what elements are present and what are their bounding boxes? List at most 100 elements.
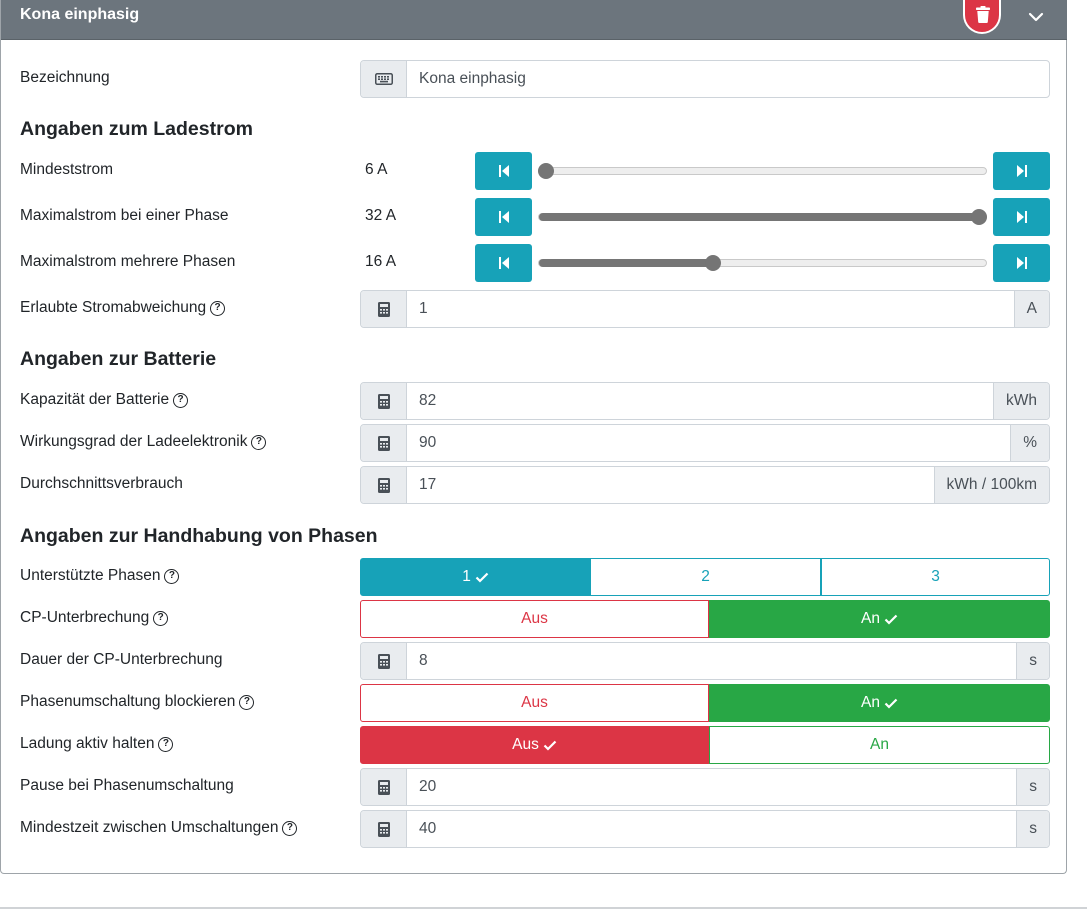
ladung-aktiv-aus-button[interactable]: Aus [360,726,709,764]
help-circle-icon[interactable]: ? [158,736,174,752]
calculator-icon [361,769,407,805]
keyboard-icon [361,61,407,97]
pause-value[interactable]: 20 [419,778,437,795]
slider-thumb[interactable] [538,163,554,179]
stromabweichung-input[interactable]: 1 A [360,290,1050,328]
verbrauch-unit: kWh / 100km [933,467,1049,503]
page-divider [0,907,1087,909]
verbrauch-input[interactable]: 17 kWh / 100km [360,466,1050,504]
mindeststrom-label: Mindeststrom [20,161,114,178]
pause-label: Pause bei Phasenumschaltung [20,777,234,794]
calculator-icon [361,643,407,679]
umschaltung-blockieren-toggle: Aus An [360,684,1050,722]
cp-unterbrechung-an-button[interactable]: An [709,600,1050,638]
heading-phasen: Angaben zur Handhabung von Phasen [20,525,378,547]
cp-dauer-input[interactable]: 8 s [360,642,1050,680]
cp-dauer-label: Dauer der CP-Unterbrechung [20,651,223,668]
max-eine-phase-label: Maximalstrom bei einer Phase [20,207,229,224]
step-forward-icon [1016,257,1027,269]
max-eine-phase-value: 32 A [365,207,397,224]
help-circle-icon[interactable]: ? [173,392,189,408]
kapazitaet-unit: kWh [993,383,1049,419]
help-circle-icon[interactable]: ? [251,434,267,450]
calculator-icon [361,425,407,461]
mindestzeit-unit: s [1016,811,1049,847]
phase-option-1[interactable]: 1 [360,558,591,596]
calculator-icon [361,811,407,847]
cp-unterbrechung-aus-button[interactable]: Aus [360,600,709,638]
help-circle-icon[interactable]: ? [239,694,255,710]
kapazitaet-value[interactable]: 82 [419,392,437,409]
stromabweichung-unit: A [1013,291,1049,327]
check-icon [475,572,489,583]
check-icon [884,698,898,709]
mindestzeit-value[interactable]: 40 [419,820,437,837]
slider-fill [539,213,979,221]
max-mehrere-phasen-label: Maximalstrom mehrere Phasen [20,253,236,270]
max-eine-phase-slider[interactable] [538,209,987,225]
umschaltung-blockieren-label: Phasenumschaltung blockieren? [20,693,255,711]
max-mehrere-phasen-decrease-button[interactable] [475,244,532,282]
max-mehrere-phasen-increase-button[interactable] [993,244,1050,282]
slider-fill [539,259,713,267]
pause-input[interactable]: 20 s [360,768,1050,806]
cp-dauer-value[interactable]: 8 [419,652,428,669]
cp-unterbrechung-label: CP-Unterbrechung? [20,609,169,627]
step-backward-icon [498,165,509,177]
slider-thumb[interactable] [704,255,721,271]
wirkungsgrad-value[interactable]: 90 [419,434,437,451]
calculator-icon [361,383,407,419]
verbrauch-value[interactable]: 17 [419,476,437,493]
umschaltung-blockieren-aus-button[interactable]: Aus [360,684,709,722]
bezeichnung-input[interactable]: Kona einphasig [360,60,1050,98]
check-icon [884,614,898,625]
verbrauch-label: Durchschnittsverbrauch [20,475,183,492]
wirkungsgrad-input[interactable]: 90 % [360,424,1050,462]
mindeststrom-increase-button[interactable] [993,152,1050,190]
max-mehrere-phasen-slider[interactable] [538,255,987,271]
wirkungsgrad-label: Wirkungsgrad der Ladeelektronik? [20,433,267,451]
help-circle-icon[interactable]: ? [164,568,180,584]
delete-button[interactable] [963,0,1001,34]
calculator-icon [361,291,407,327]
mindeststrom-slider[interactable] [538,163,987,179]
kapazitaet-input[interactable]: 82 kWh [360,382,1050,420]
umschaltung-blockieren-an-button[interactable]: An [709,684,1050,722]
step-backward-icon [498,257,509,269]
help-circle-icon[interactable]: ? [282,820,298,836]
heading-batterie: Angaben zur Batterie [20,348,217,370]
mindestzeit-label: Mindestzeit zwischen Umschaltungen? [20,819,298,837]
step-forward-icon [1016,165,1027,177]
max-eine-phase-increase-button[interactable] [993,198,1050,236]
ladung-aktiv-an-button[interactable]: An [709,726,1050,764]
check-icon [543,740,557,751]
phase-option-3[interactable]: 3 [821,558,1050,596]
mindeststrom-decrease-button[interactable] [475,152,532,190]
stromabweichung-label: Erlaubte Stromabweichung? [20,299,226,317]
bezeichnung-label: Bezeichnung [20,69,110,86]
bezeichnung-value[interactable]: Kona einphasig [419,70,526,87]
kapazitaet-label: Kapazität der Batterie? [20,391,189,409]
heading-ladestrom: Angaben zum Ladestrom [20,118,253,140]
ladung-aktiv-toggle: Aus An [360,726,1050,764]
ladung-aktiv-label: Ladung aktiv halten? [20,735,174,753]
calculator-icon [361,467,407,503]
step-forward-icon [1016,211,1027,223]
cp-unterbrechung-toggle: Aus An [360,600,1050,638]
stromabweichung-value[interactable]: 1 [419,300,428,317]
unterstuetzte-phasen-label: Unterstützte Phasen? [20,567,180,585]
help-circle-icon[interactable]: ? [210,300,226,316]
help-circle-icon[interactable]: ? [153,610,169,626]
step-backward-icon [498,211,509,223]
chevron-down-icon[interactable] [1027,8,1045,26]
unterstuetzte-phasen-group: 1 2 3 [360,558,1050,596]
card-title: Kona einphasig [20,6,140,23]
card-header[interactable]: Kona einphasig [1,0,1067,40]
wirkungsgrad-unit: % [1010,425,1049,461]
phase-option-2[interactable]: 2 [591,558,821,596]
vehicle-profile-card: Kona einphasig Bezeichnung Kona einphasi… [0,0,1067,874]
max-eine-phase-decrease-button[interactable] [475,198,532,236]
slider-thumb[interactable] [971,209,987,225]
mindestzeit-input[interactable]: 40 s [360,810,1050,848]
max-mehrere-phasen-value: 16 A [365,253,397,270]
